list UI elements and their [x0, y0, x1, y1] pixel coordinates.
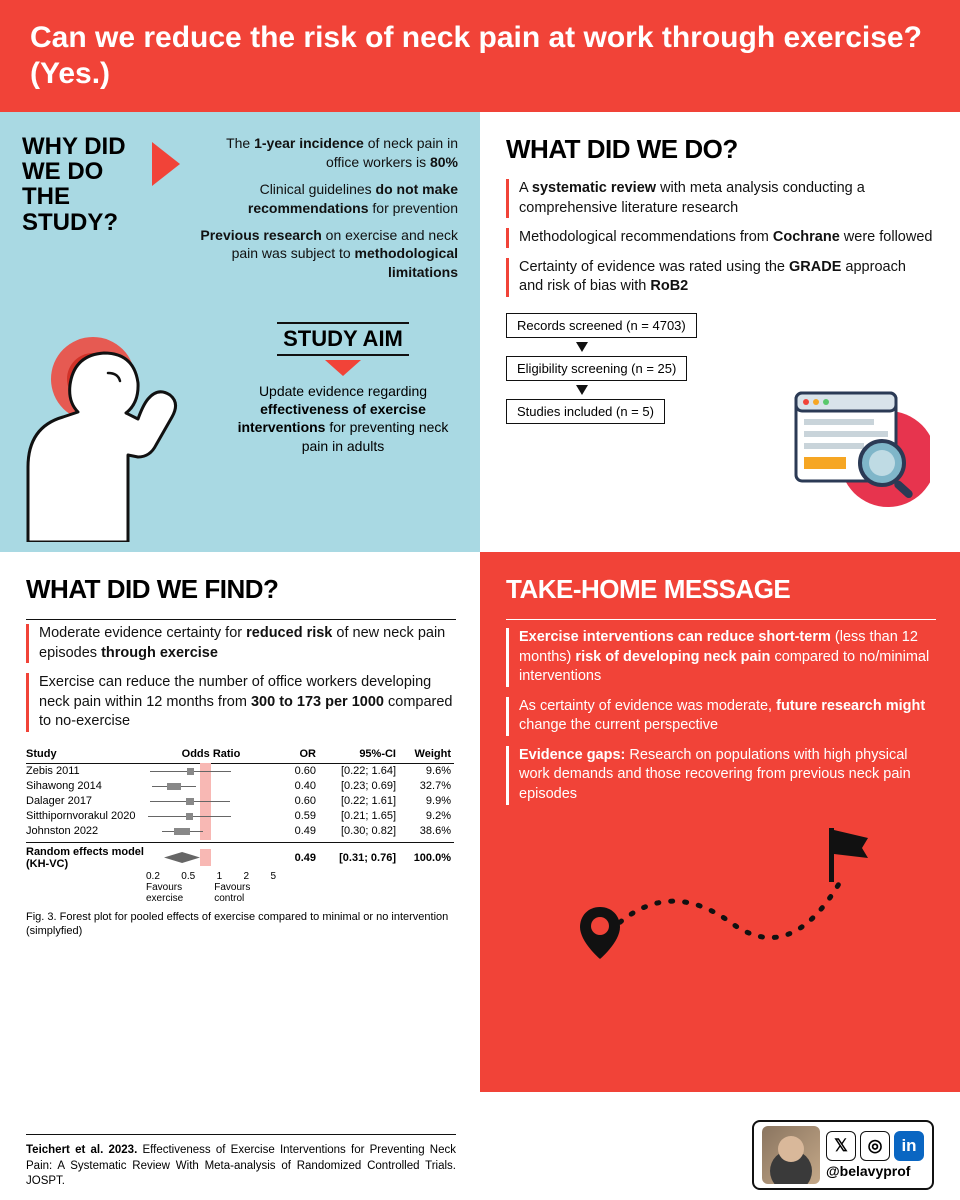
- avatar: [762, 1126, 820, 1184]
- fact-item: Previous research on exercise and neck p…: [190, 226, 458, 283]
- search-browser-icon: [790, 387, 930, 512]
- page-title: Can we reduce the risk of neck pain at w…: [0, 0, 960, 112]
- method-point: Certainty of evidence was rated using th…: [506, 258, 934, 297]
- method-point: A systematic review with meta analysis c…: [506, 179, 934, 218]
- flow-step: Records screened (n = 4703): [506, 313, 697, 338]
- social-handle: @belavyprof: [826, 1163, 924, 1179]
- forest-summary: Random effects model (KH-VC) 0.49 [0.31;…: [26, 845, 454, 871]
- why-section: WHY DID WE DO THE STUDY? The 1-year inci…: [0, 112, 480, 552]
- fact-item: The 1-year incidence of neck pain in off…: [190, 134, 458, 172]
- methods-heading: WHAT DID WE DO?: [506, 134, 934, 165]
- takehome-point: As certainty of evidence was moderate, f…: [506, 697, 934, 736]
- flow-step: Studies included (n = 5): [506, 399, 665, 424]
- method-point: Methodological recommendations from Coch…: [506, 228, 934, 248]
- why-facts: The 1-year incidence of neck pain in off…: [190, 134, 458, 290]
- arrow-down-icon: [576, 385, 588, 395]
- takehome-section: TAKE-HOME MESSAGE Exercise interventions…: [480, 552, 960, 1092]
- finding-point: Exercise can reduce the number of office…: [26, 673, 454, 732]
- figure-caption: Fig. 3. Forest plot for pooled effects o…: [26, 910, 454, 939]
- arrow-right-icon: [152, 142, 180, 186]
- instagram-icon[interactable]: ◎: [860, 1131, 890, 1161]
- study-aim: STUDY AIM Update evidence regarding effe…: [228, 322, 458, 455]
- footer: Teichert et al. 2023. Effectiveness of E…: [0, 1100, 960, 1200]
- takehome-point: Exercise interventions can reduce short-…: [506, 628, 934, 687]
- forest-row: Zebis 20110.60[0.22; 1.64]9.6%: [26, 764, 454, 779]
- forest-axis-labels: Favours exerciseFavours control: [146, 882, 276, 904]
- linkedin-icon[interactable]: in: [894, 1131, 924, 1161]
- why-heading: WHY DID WE DO THE STUDY?: [22, 134, 142, 290]
- forest-plot: Study Odds Ratio OR 95%-CI Weight Zebis …: [26, 746, 454, 939]
- findings-heading: WHAT DID WE FIND?: [26, 574, 454, 605]
- forest-header: Study Odds Ratio OR 95%-CI Weight: [26, 746, 454, 764]
- methods-section: WHAT DID WE DO? A systematic review with…: [480, 112, 960, 552]
- finding-point: Moderate evidence certainty for reduced …: [26, 624, 454, 663]
- flow-step: Eligibility screening (n = 25): [506, 356, 687, 381]
- arrow-down-icon: [576, 342, 588, 352]
- forest-row: Sitthipornvorakul 20200.59[0.21; 1.65]9.…: [26, 809, 454, 824]
- divider: [506, 619, 936, 620]
- study-aim-heading: STUDY AIM: [277, 322, 409, 356]
- forest-row: Dalager 20170.60[0.22; 1.61]9.9%: [26, 794, 454, 809]
- fact-item: Clinical guidelines do not make recommen…: [190, 180, 458, 218]
- findings-section: WHAT DID WE FIND? Moderate evidence cert…: [0, 552, 480, 1092]
- social-card: 𝕏 ◎ in @belavyprof: [752, 1120, 934, 1190]
- journey-icon: [570, 812, 880, 972]
- divider: [26, 619, 456, 620]
- takehome-point: Evidence gaps: Research on populations w…: [506, 746, 934, 805]
- x-icon[interactable]: 𝕏: [826, 1131, 856, 1161]
- study-aim-text: Update evidence regarding effectiveness …: [228, 382, 458, 455]
- forest-row: Sihawong 20140.40[0.23; 0.69]32.7%: [26, 779, 454, 794]
- citation: Teichert et al. 2023. Effectiveness of E…: [26, 1134, 456, 1190]
- takehome-heading: TAKE-HOME MESSAGE: [506, 574, 934, 605]
- forest-axis-ticks: 0.20.5125: [146, 871, 276, 882]
- neck-pain-person-icon: [8, 307, 208, 542]
- forest-row: Johnston 20220.49[0.30; 0.82]38.6%: [26, 824, 454, 839]
- arrow-down-icon: [325, 360, 361, 376]
